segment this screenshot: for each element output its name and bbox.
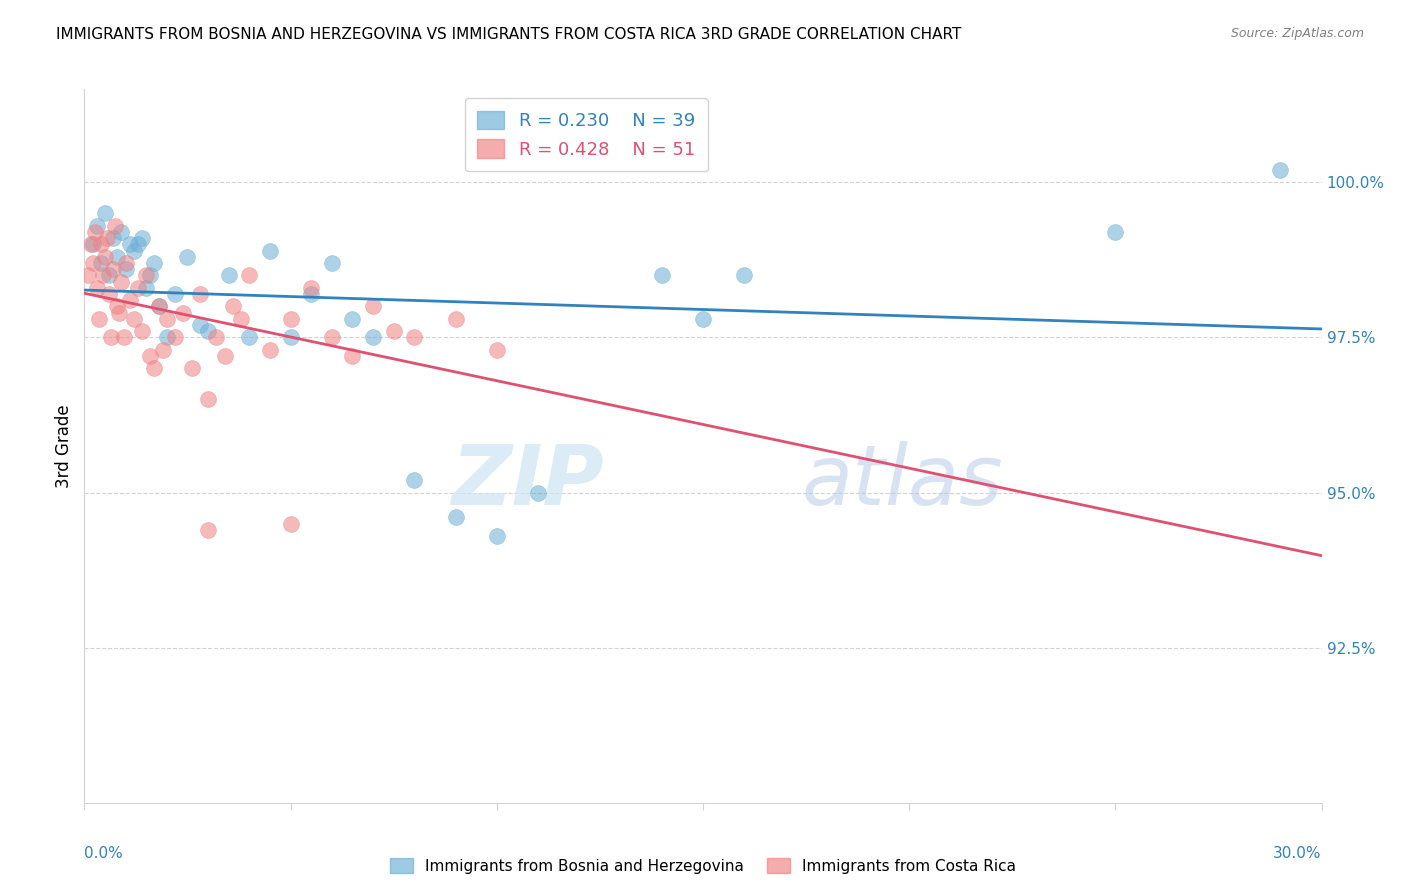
Point (342, 349, 364, 363)
Point (110, 275, 132, 289)
Point (485, 529, 508, 543)
Text: 0.0%: 0.0% (84, 846, 124, 861)
Point (118, 237, 141, 252)
Point (94, 206, 117, 220)
Point (82, 237, 104, 252)
Point (176, 250, 198, 264)
Point (104, 219, 127, 233)
Point (651, 268, 673, 283)
Point (135, 281, 157, 295)
Point (280, 516, 302, 531)
Point (342, 311, 364, 326)
Point (82, 256, 104, 270)
Point (188, 318, 211, 332)
Point (1104, 225, 1126, 239)
Point (361, 299, 384, 313)
Point (110, 225, 132, 239)
Point (1270, 162, 1292, 177)
Point (229, 311, 252, 326)
Point (148, 299, 170, 313)
Point (114, 256, 136, 270)
Point (280, 311, 302, 326)
Point (86, 281, 108, 295)
Point (100, 330, 122, 344)
Point (382, 324, 405, 338)
Point (259, 343, 281, 357)
Point (321, 330, 343, 344)
Point (692, 311, 714, 326)
Point (105, 299, 128, 313)
Point (156, 311, 179, 326)
Point (143, 361, 166, 376)
Point (222, 299, 245, 313)
Point (321, 256, 343, 270)
Point (96, 231, 118, 245)
Point (299, 287, 322, 301)
Point (108, 305, 131, 319)
Text: atlas: atlas (801, 442, 1004, 522)
Point (238, 268, 260, 283)
Point (91, 268, 114, 283)
Point (444, 311, 467, 326)
Point (180, 361, 202, 376)
Point (197, 392, 219, 407)
Point (83, 225, 105, 239)
Point (94, 250, 117, 264)
Point (172, 305, 194, 319)
Point (404, 473, 426, 487)
Point (79, 237, 101, 252)
Legend: R = 0.230    N = 39, R = 0.428    N = 51: R = 0.230 N = 39, R = 0.428 N = 51 (464, 98, 707, 171)
Point (127, 281, 149, 295)
Point (404, 330, 426, 344)
Point (131, 324, 153, 338)
Point (103, 231, 125, 245)
Point (361, 330, 384, 344)
Point (90, 256, 112, 270)
Point (139, 268, 162, 283)
Y-axis label: 3rd Grade: 3rd Grade (55, 404, 73, 488)
Point (238, 330, 260, 344)
Point (105, 250, 128, 264)
Point (485, 343, 508, 357)
Point (444, 510, 467, 524)
Point (98, 268, 121, 283)
Point (103, 262, 125, 277)
Point (90, 237, 112, 252)
Legend: Immigrants from Bosnia and Herzegovina, Immigrants from Costa Rica: Immigrants from Bosnia and Herzegovina, … (384, 852, 1022, 880)
Point (205, 330, 228, 344)
Point (259, 244, 281, 258)
Point (86, 219, 108, 233)
Text: ZIP: ZIP (451, 442, 605, 522)
Point (148, 299, 170, 313)
Point (127, 237, 149, 252)
Point (112, 330, 135, 344)
Point (218, 268, 240, 283)
Text: IMMIGRANTS FROM BOSNIA AND HERZEGOVINA VS IMMIGRANTS FROM COSTA RICA 3RD GRADE C: IMMIGRANTS FROM BOSNIA AND HERZEGOVINA V… (56, 27, 962, 42)
Point (122, 311, 145, 326)
Point (280, 330, 302, 344)
Point (152, 343, 174, 357)
Point (131, 231, 153, 245)
Point (165, 330, 187, 344)
Point (733, 268, 755, 283)
Point (299, 281, 322, 295)
Point (527, 485, 550, 500)
Point (114, 262, 136, 277)
Point (165, 287, 187, 301)
Point (98, 287, 121, 301)
Point (197, 324, 219, 338)
Point (139, 349, 162, 363)
Point (122, 244, 145, 258)
Point (214, 349, 236, 363)
Point (77, 268, 100, 283)
Point (118, 293, 141, 308)
Point (197, 523, 219, 537)
Point (156, 330, 179, 344)
Point (188, 287, 211, 301)
Point (143, 256, 166, 270)
Text: 30.0%: 30.0% (1274, 846, 1322, 861)
Point (87, 311, 110, 326)
Point (135, 268, 157, 283)
Text: Source: ZipAtlas.com: Source: ZipAtlas.com (1230, 27, 1364, 40)
